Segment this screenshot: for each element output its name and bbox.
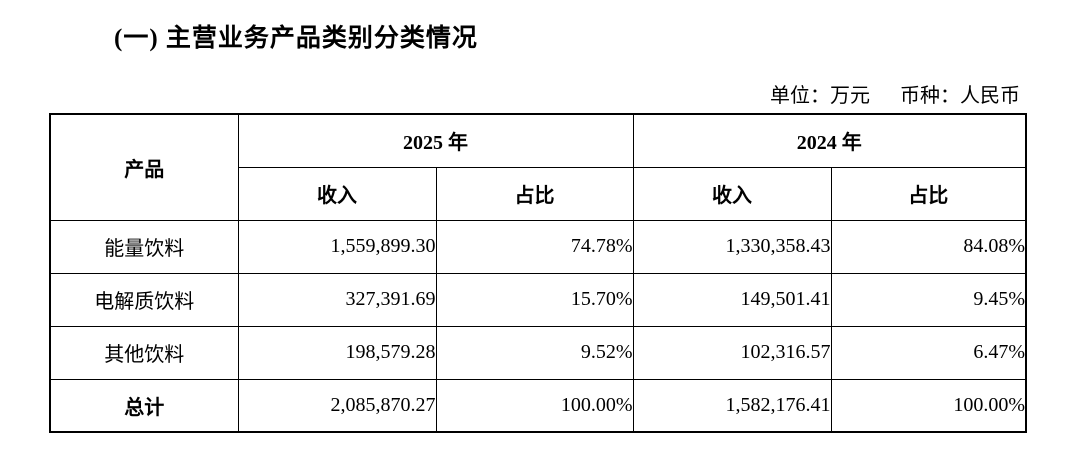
header-row-metrics: 收入 占比 收入 占比 bbox=[50, 166, 1027, 221]
cell-product: 其他饮料 bbox=[49, 325, 239, 380]
unit-currency-note: 单位：万元 币种：人民币 bbox=[770, 79, 1020, 108]
product-category-table: 产品 2025 年 2024 年 收入 占比 收入 占比 能量饮料 1,559,… bbox=[49, 113, 1027, 433]
cell-product: 电解质饮料 bbox=[49, 272, 239, 327]
cell-revenue-2024: 102,316.57 bbox=[632, 325, 832, 380]
cell-total-share-2024: 100.00% bbox=[830, 378, 1027, 433]
header-year-2025: 2025 年 bbox=[237, 113, 634, 168]
unit-label: 单位：万元 bbox=[770, 85, 870, 107]
table-row-electrolyte-drinks: 电解质饮料 327,391.69 15.70% 149,501.41 9.45% bbox=[49, 272, 1027, 327]
cell-total-revenue-2024: 1,582,176.41 bbox=[632, 378, 832, 433]
header-revenue-2024: 收入 bbox=[632, 166, 832, 221]
cell-share-2024: 9.45% bbox=[830, 272, 1027, 327]
cell-share-2025: 74.78% bbox=[435, 219, 634, 274]
table-row-energy-drinks: 能量饮料 1,559,899.30 74.78% 1,330,358.43 84… bbox=[49, 219, 1027, 274]
cell-revenue-2025: 198,579.28 bbox=[237, 325, 437, 380]
page-title: (一) 主营业务产品类别分类情况 bbox=[114, 25, 478, 52]
cell-product: 能量饮料 bbox=[49, 219, 239, 274]
cell-revenue-2024: 149,501.41 bbox=[632, 272, 832, 327]
cell-total-revenue-2025: 2,085,870.27 bbox=[237, 378, 437, 433]
cell-total-share-2025: 100.00% bbox=[435, 378, 634, 433]
table-row-other-drinks: 其他饮料 198,579.28 9.52% 102,316.57 6.47% bbox=[49, 325, 1027, 380]
header-product: 产品 bbox=[49, 113, 239, 221]
cell-share-2025: 9.52% bbox=[435, 325, 634, 380]
cell-total-label: 总计 bbox=[49, 378, 239, 433]
currency-label: 币种：人民币 bbox=[900, 85, 1020, 107]
header-revenue-2025: 收入 bbox=[237, 166, 437, 221]
header-row-years: 产品 2025 年 2024 年 bbox=[49, 113, 1027, 221]
cell-revenue-2024: 1,330,358.43 bbox=[632, 219, 832, 274]
cell-share-2024: 6.47% bbox=[830, 325, 1027, 380]
cell-share-2025: 15.70% bbox=[435, 272, 634, 327]
cell-revenue-2025: 1,559,899.30 bbox=[237, 219, 437, 274]
header-share-2025: 占比 bbox=[435, 166, 634, 221]
table-row-total: 总计 2,085,870.27 100.00% 1,582,176.41 100… bbox=[49, 378, 1027, 433]
header-share-2024: 占比 bbox=[830, 166, 1027, 221]
header-year-2024: 2024 年 bbox=[632, 113, 1027, 168]
cell-revenue-2025: 327,391.69 bbox=[237, 272, 437, 327]
cell-share-2024: 84.08% bbox=[830, 219, 1027, 274]
